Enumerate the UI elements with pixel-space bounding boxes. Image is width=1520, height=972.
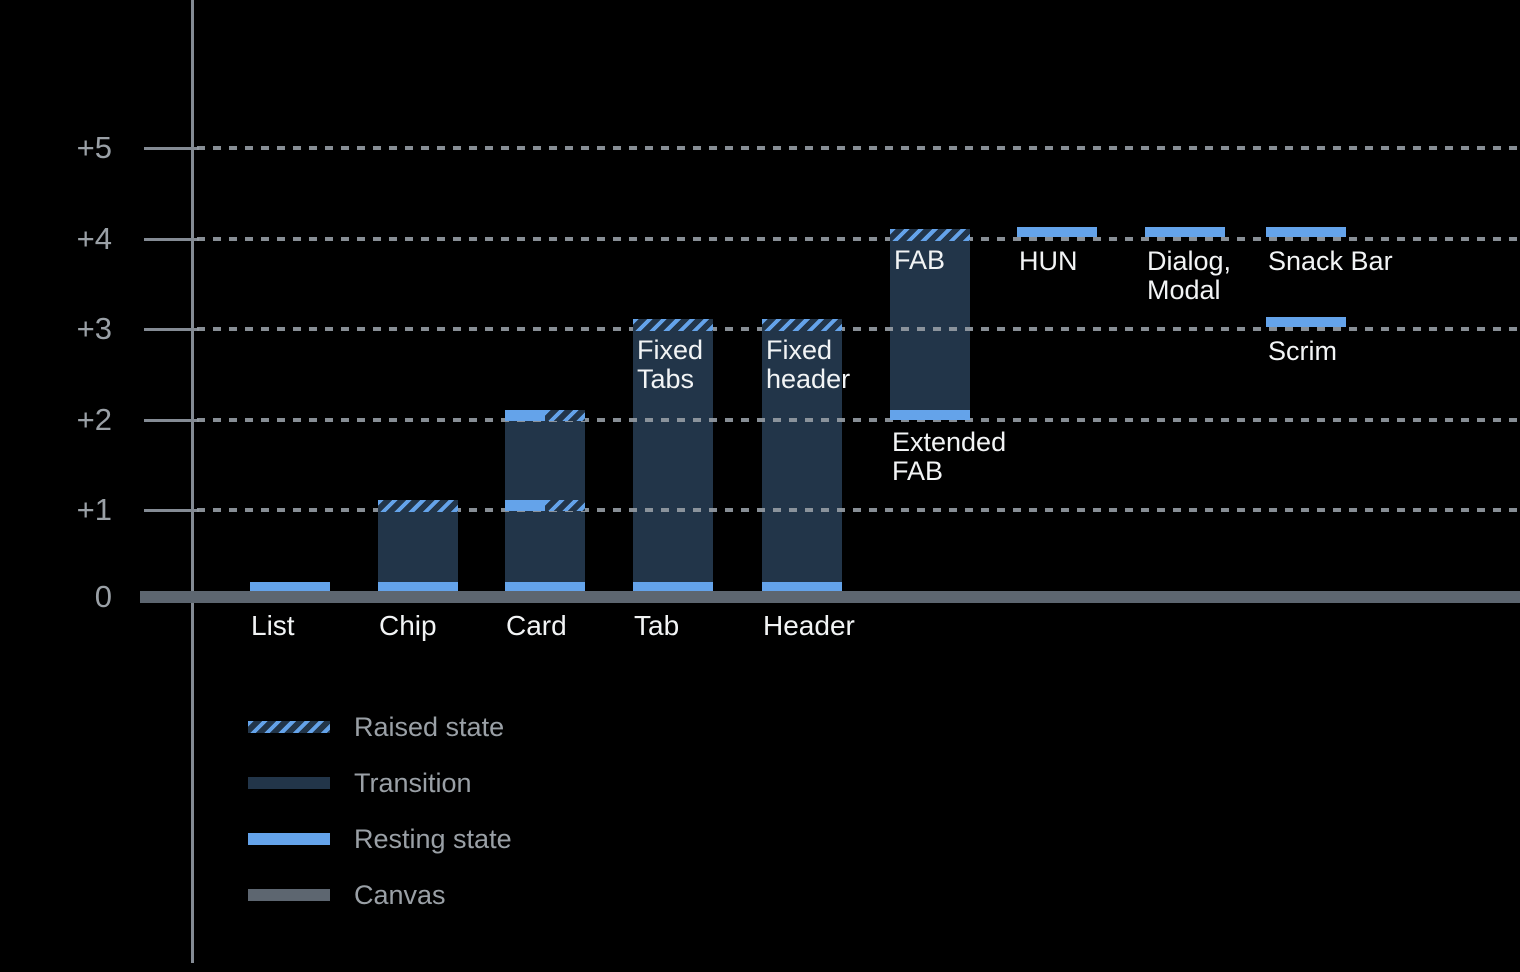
raised-state-swatch-icon xyxy=(248,721,330,733)
bar-transition-header xyxy=(762,319,842,591)
y-axis-line xyxy=(191,0,194,963)
y-axis-label-plus5: +5 xyxy=(76,130,112,165)
bar-resting-hun xyxy=(1017,226,1097,237)
axis-label-card: Card xyxy=(506,610,567,641)
axis-label-tab: Tab xyxy=(634,610,680,641)
legend-label-transition: Transition xyxy=(354,767,472,798)
bar-resting-card xyxy=(505,409,545,421)
inside-label-header: Fixed header xyxy=(766,335,851,395)
y-axis-tick-plus1 xyxy=(144,509,199,513)
bar-transition-chip xyxy=(378,500,458,591)
legend-item-resting-state: Resting state xyxy=(248,823,512,855)
legend-item-raised-state: Raised state xyxy=(248,711,504,743)
axis-label-header: Header xyxy=(763,610,855,641)
bar-raised-tab xyxy=(633,319,713,332)
bar-resting-tab xyxy=(633,582,713,591)
y-axis-label-0: 0 xyxy=(94,579,112,614)
bar-raised-card xyxy=(545,409,585,421)
y-axis-tick-plus3 xyxy=(144,328,199,332)
y-axis-tick-plus2 xyxy=(144,418,199,422)
gridline-plus4 xyxy=(197,236,1520,241)
below-label-scrim: Scrim xyxy=(1268,336,1337,367)
bar-resting-header xyxy=(762,582,842,591)
resting-state-swatch-icon xyxy=(248,833,330,845)
bar-resting-chip xyxy=(378,582,458,591)
canvas-swatch-icon xyxy=(248,889,330,901)
bar-resting-list xyxy=(250,582,330,591)
y-axis-tick-plus4 xyxy=(144,237,199,241)
axis-label-chip: Chip xyxy=(379,610,437,641)
bar-transition-tab xyxy=(633,319,713,591)
bar-raised-header xyxy=(762,319,842,332)
bar-raised-fab xyxy=(890,228,970,241)
bar-resting-card xyxy=(505,582,585,591)
inside-label-fab: FAB xyxy=(894,244,946,275)
inside-label-tab: Fixed Tabs xyxy=(637,335,704,395)
bar-resting-dialog-modal xyxy=(1145,226,1225,237)
bar-resting-fab xyxy=(890,409,970,420)
below-label-dialog-modal: Dialog, Modal xyxy=(1147,245,1232,305)
below-label-snack-bar: Snack Bar xyxy=(1268,245,1393,276)
gridline-plus2 xyxy=(197,417,1520,422)
bar-raised-card xyxy=(545,500,585,512)
bar-resting-snack-bar xyxy=(1266,226,1346,237)
y-axis-label-plus4: +4 xyxy=(76,220,112,256)
bar-raised-chip xyxy=(378,500,458,513)
legend-label-raised-state: Raised state xyxy=(354,711,505,742)
legend-item-canvas: Canvas xyxy=(248,879,446,911)
gridline-plus3 xyxy=(197,327,1520,332)
bar-resting-scrim xyxy=(1266,317,1346,328)
canvas-baseline xyxy=(140,591,1520,603)
y-axis-label-plus2: +2 xyxy=(76,401,112,437)
below-label-fab: Extended FAB xyxy=(892,426,1007,486)
axis-label-list: List xyxy=(251,610,295,641)
legend-label-canvas: Canvas xyxy=(354,879,446,910)
y-axis-tick-plus5 xyxy=(144,147,199,150)
gridline-plus5 xyxy=(197,146,1520,150)
bar-transition-fab xyxy=(890,228,970,420)
legend-item-transition: Transition xyxy=(248,767,472,799)
y-axis-label-plus1: +1 xyxy=(76,492,112,528)
y-axis-label-plus3: +3 xyxy=(76,311,112,347)
transition-swatch-icon xyxy=(248,777,330,789)
below-label-hun: HUN xyxy=(1019,245,1078,276)
gridline-plus1 xyxy=(197,508,1520,513)
legend-label-resting-state: Resting state xyxy=(354,823,512,854)
bar-resting-card xyxy=(505,500,545,512)
